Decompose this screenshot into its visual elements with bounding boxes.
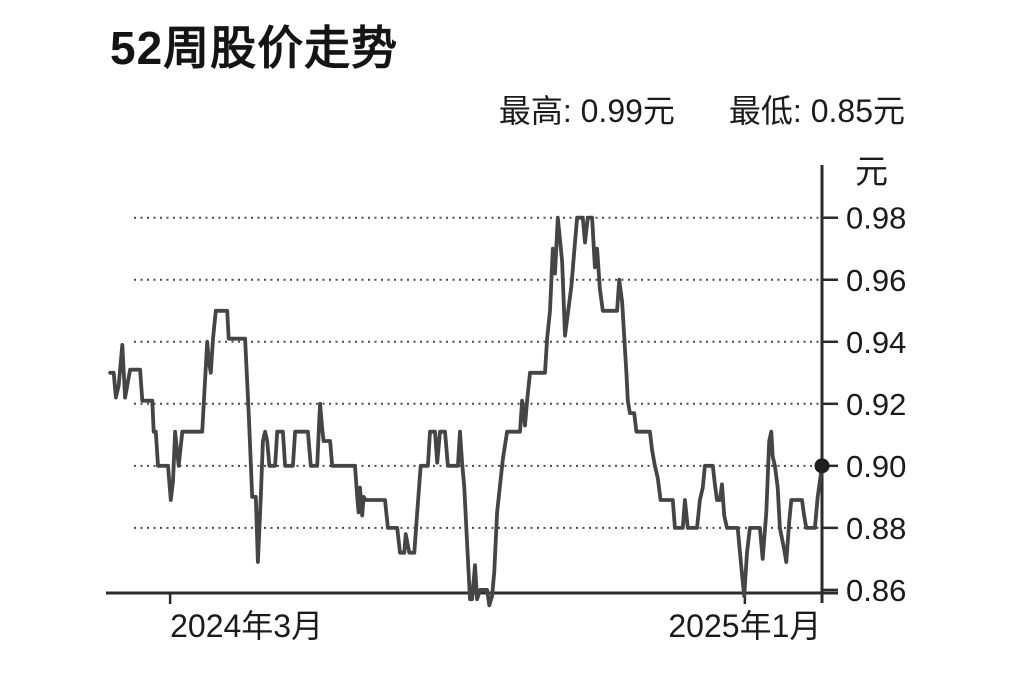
y-tick-label: 0.94 xyxy=(846,325,906,360)
stats-row: 最高: 0.99元 最低: 0.85元 xyxy=(0,86,905,132)
last-price-dot xyxy=(814,458,830,474)
x-tick-label: 2025年1月 xyxy=(668,608,821,644)
y-tick-label: 0.90 xyxy=(846,449,906,484)
x-tick-label: 2024年3月 xyxy=(170,608,323,644)
low-stat: 最低: 0.85元 xyxy=(728,93,905,129)
price-line xyxy=(108,215,824,608)
y-tick-label: 0.92 xyxy=(846,387,906,422)
y-tick-label: 0.98 xyxy=(846,201,906,236)
y-tick-label: 0.96 xyxy=(846,263,906,298)
y-tick-label: 0.88 xyxy=(846,511,906,546)
high-stat: 最高: 0.99元 xyxy=(498,93,675,129)
y-tick-label: 0.86 xyxy=(846,573,906,608)
page-title: 52周股价走势 xyxy=(110,22,399,74)
y-axis-unit-label: 元 xyxy=(855,153,888,190)
